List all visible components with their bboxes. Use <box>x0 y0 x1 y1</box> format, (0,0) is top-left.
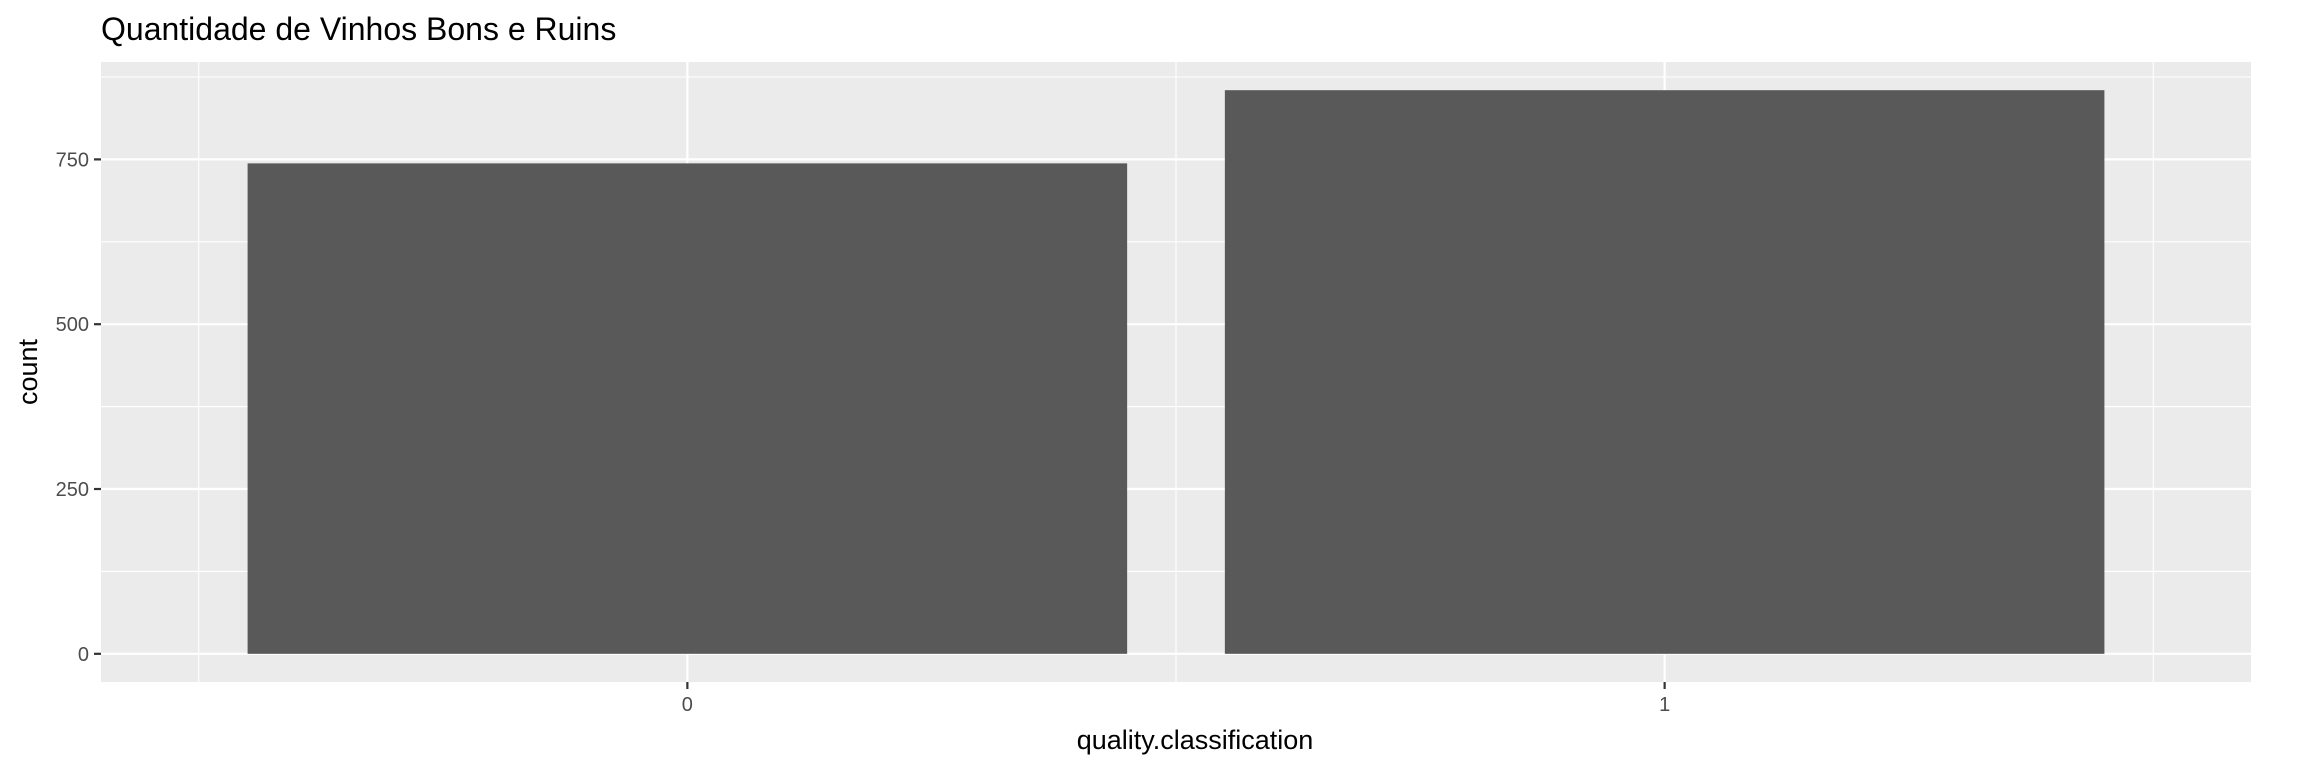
y-tick-label: 250 <box>56 479 89 501</box>
y-tick-label: 0 <box>78 644 89 666</box>
bars <box>247 90 2105 654</box>
chart-title: Quantidade de Vinhos Bons e Ruins <box>101 11 616 47</box>
x-tick-label: 1 <box>1659 694 1670 716</box>
plot-area <box>101 62 2251 682</box>
y-tick-label: 750 <box>56 149 89 171</box>
y-axis: 0 250 500 750 <box>56 149 101 666</box>
bar-category-0 <box>247 163 1128 654</box>
x-tick-label: 0 <box>682 694 693 716</box>
y-axis-title: count <box>13 338 43 405</box>
x-axis-title: quality.classification <box>1077 725 1314 755</box>
y-tick-label: 500 <box>56 314 89 336</box>
bar-category-1 <box>1224 90 2105 654</box>
